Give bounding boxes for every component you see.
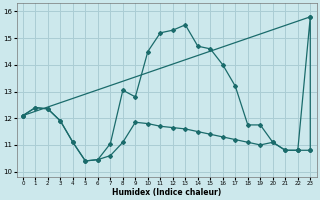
X-axis label: Humidex (Indice chaleur): Humidex (Indice chaleur)	[112, 188, 221, 197]
